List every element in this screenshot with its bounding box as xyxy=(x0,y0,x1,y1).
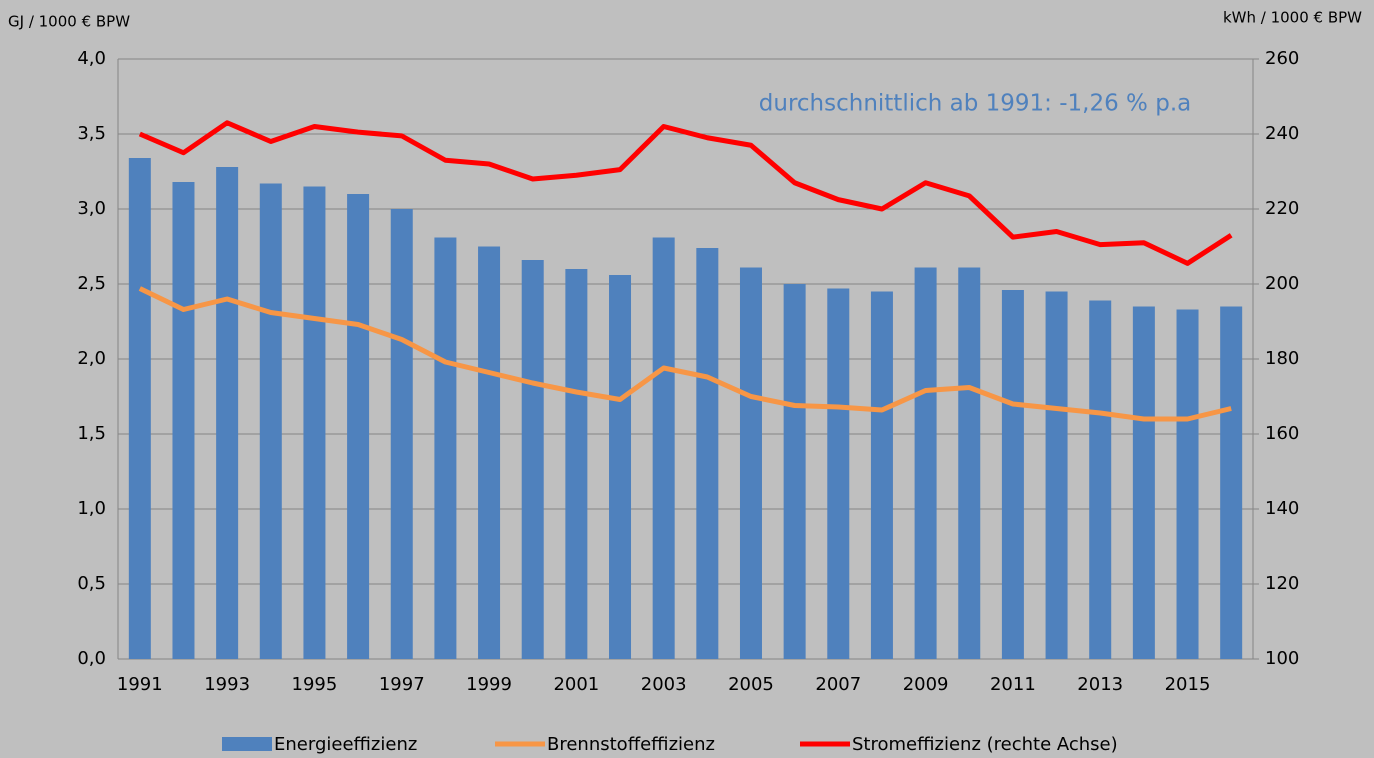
bar xyxy=(216,167,239,659)
bar xyxy=(1089,300,1112,659)
bar xyxy=(958,267,981,659)
bar xyxy=(128,158,151,659)
x-tick-label: 2011 xyxy=(990,674,1036,695)
bar xyxy=(1132,306,1155,659)
bar xyxy=(870,291,893,659)
y2-tick-label: 220 xyxy=(1265,198,1299,219)
bar xyxy=(1220,306,1243,659)
y2-tick-label: 180 xyxy=(1265,348,1299,369)
legend-label: Stromeffizienz (rechte Achse) xyxy=(852,734,1118,755)
y-tick-label: 0,5 xyxy=(77,573,106,594)
legend-swatch xyxy=(222,737,272,751)
bar xyxy=(783,284,806,659)
x-tick-label: 1999 xyxy=(466,674,512,695)
bar xyxy=(478,246,501,659)
annotation: durchschnittlich ab 1991: -1,26 % p.a xyxy=(759,91,1191,117)
y-tick-label: 0,0 xyxy=(77,648,106,669)
bar xyxy=(303,186,326,659)
bar xyxy=(1176,309,1199,659)
y2-axis-label: kWh / 1000 € BPW xyxy=(1223,9,1362,27)
y-tick-label: 3,5 xyxy=(77,123,106,144)
y2-tick-label: 200 xyxy=(1265,273,1299,294)
line xyxy=(138,120,1233,266)
x-tick-label: 2003 xyxy=(641,674,687,695)
x-tick-label: 1991 xyxy=(117,674,163,695)
legend-label: Energieeffizienz xyxy=(274,734,417,755)
y-tick-label: 1,5 xyxy=(77,423,106,444)
legend-label: Brennstoffeffizienz xyxy=(547,734,715,755)
x-tick-label: 2009 xyxy=(903,674,949,695)
x-tick-label: 2001 xyxy=(553,674,599,695)
bar xyxy=(739,267,762,659)
x-tick-label: 2005 xyxy=(728,674,774,695)
bar xyxy=(914,267,937,659)
x-tick-label: 1993 xyxy=(204,674,250,695)
bar xyxy=(521,260,544,659)
bar xyxy=(259,183,282,659)
y-tick-label: 3,0 xyxy=(77,198,106,219)
x-tick-label: 2013 xyxy=(1077,674,1123,695)
bar xyxy=(652,237,675,659)
bar xyxy=(390,209,413,659)
bar xyxy=(565,269,588,659)
y-axis-label: GJ / 1000 € BPW xyxy=(8,13,130,31)
bar xyxy=(434,237,457,659)
x-tick-label: 2007 xyxy=(815,674,861,695)
y2-tick-label: 140 xyxy=(1265,498,1299,519)
y2-tick-label: 240 xyxy=(1265,123,1299,144)
x-tick-label: 1995 xyxy=(292,674,338,695)
x-tick-label: 1997 xyxy=(379,674,425,695)
bar xyxy=(1001,290,1024,659)
y2-tick-label: 100 xyxy=(1265,648,1299,669)
y-tick-label: 1,0 xyxy=(77,498,106,519)
y2-tick-label: 160 xyxy=(1265,423,1299,444)
bar xyxy=(609,275,632,659)
x-tick-label: 2015 xyxy=(1165,674,1211,695)
y-tick-label: 2,0 xyxy=(77,348,106,369)
y-tick-label: 4,0 xyxy=(77,48,106,69)
bar xyxy=(696,248,719,659)
y-tick-label: 2,5 xyxy=(77,273,106,294)
bar xyxy=(827,288,850,659)
bar xyxy=(347,194,370,659)
bar xyxy=(172,182,195,659)
bar xyxy=(1045,291,1068,659)
y2-tick-label: 260 xyxy=(1265,48,1299,69)
y2-tick-label: 120 xyxy=(1265,573,1299,594)
line xyxy=(138,286,1232,422)
